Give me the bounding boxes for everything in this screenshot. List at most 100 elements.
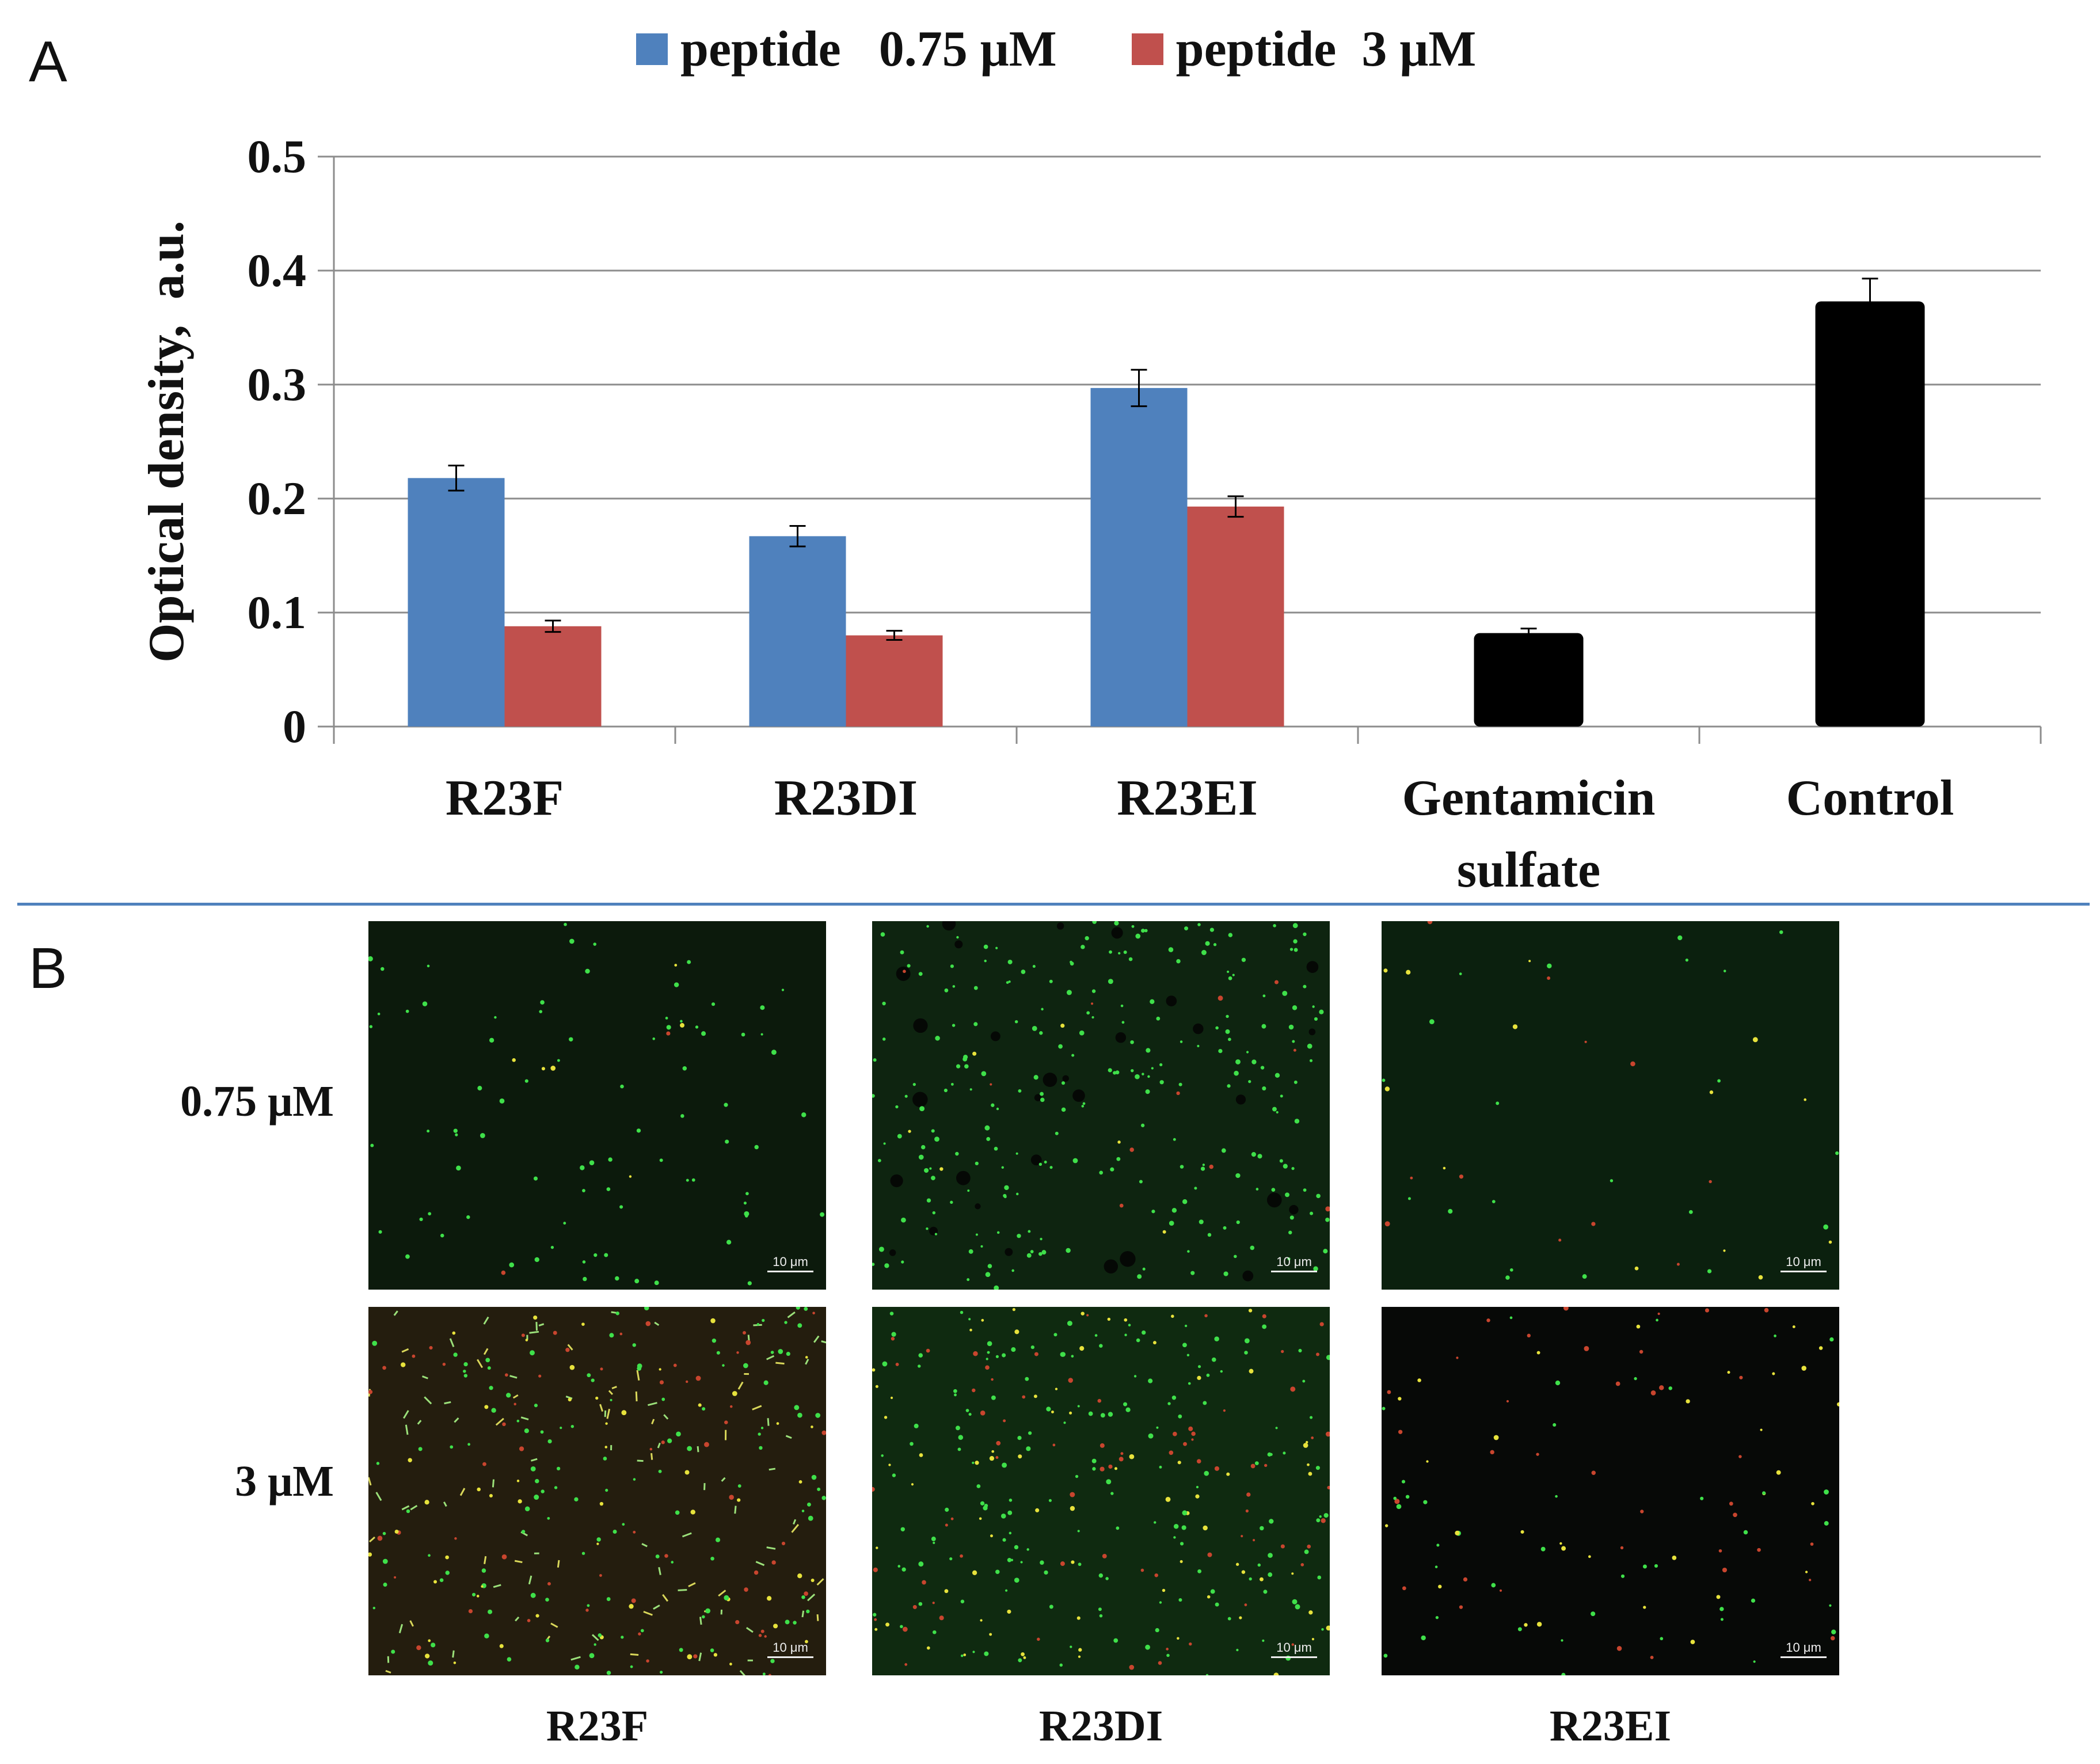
cell-dot — [1194, 1187, 1197, 1190]
col-label-r23di: R23DI — [1038, 1702, 1163, 1750]
cell-dot — [372, 1340, 378, 1346]
cell-dot — [1002, 1353, 1006, 1358]
cell-dot — [975, 1233, 978, 1236]
cell-dot — [659, 1158, 663, 1162]
cell-dot — [499, 1098, 505, 1104]
cell-streak — [538, 1323, 545, 1327]
cell-streak — [769, 1468, 776, 1471]
cell-dot — [760, 1629, 764, 1633]
cell-dot — [1150, 999, 1155, 1004]
cell-dot — [419, 1217, 423, 1222]
cell-dot — [1118, 952, 1121, 955]
cell-dot — [1300, 1563, 1304, 1567]
cell-dot — [1017, 1435, 1022, 1440]
dark-cell — [1308, 1028, 1316, 1036]
cell-dot — [1034, 1352, 1038, 1356]
cell-dot — [606, 1671, 611, 1675]
cell-dot — [1209, 927, 1215, 932]
cell-dot — [1176, 1091, 1180, 1096]
cell-streak — [721, 1477, 726, 1482]
cell-dot — [874, 1618, 877, 1621]
cell-dot — [686, 1178, 689, 1182]
cell-dot — [442, 1362, 446, 1366]
cell-dot — [1272, 1107, 1277, 1112]
cell-dot — [394, 1529, 399, 1534]
cell-dot — [922, 1580, 926, 1585]
cell-dot — [1287, 1257, 1291, 1261]
cell-dot — [1426, 1460, 1429, 1463]
cell-dot — [1309, 1416, 1313, 1419]
micrograph-image — [872, 1307, 1330, 1675]
cell-dot — [743, 1202, 747, 1205]
dark-cell — [975, 1203, 981, 1210]
cell-dot — [1436, 1544, 1440, 1547]
cell-streak — [718, 1590, 726, 1597]
cell-dot — [1383, 968, 1388, 973]
cell-dot — [985, 1272, 991, 1278]
cell-dot — [606, 1187, 611, 1191]
cell-dot — [1156, 1426, 1159, 1429]
cell-dot — [1307, 1463, 1310, 1466]
cell-dot — [1244, 1338, 1250, 1344]
cell-dot — [1325, 1217, 1330, 1222]
y-tick-label: 0.5 — [248, 130, 307, 183]
cell-dot — [1303, 932, 1307, 936]
cell-dot — [996, 1440, 1001, 1446]
cell-dot — [1119, 1203, 1124, 1208]
cell-dot — [638, 1632, 641, 1636]
cell-dot — [950, 1200, 953, 1204]
bar — [1090, 387, 1188, 727]
cell-dot — [729, 1405, 733, 1408]
dark-cell — [1034, 1094, 1042, 1101]
cell-dot — [935, 1036, 940, 1041]
cell-dot — [535, 1478, 539, 1484]
micrograph-image — [1382, 921, 1839, 1290]
dark-cell — [1030, 1154, 1042, 1166]
cell-dot — [1094, 1334, 1098, 1337]
cell-dot — [1274, 980, 1279, 984]
cell-dot — [1211, 1357, 1216, 1362]
cell-dot — [1311, 1638, 1315, 1641]
dark-cell — [1104, 1259, 1119, 1273]
cell-dot — [1248, 1309, 1253, 1313]
cell-dot — [606, 1597, 611, 1601]
cell-dot — [736, 1351, 739, 1354]
cell-dot — [504, 1373, 508, 1377]
cell-dot — [880, 932, 885, 937]
cell-dot — [1173, 1536, 1176, 1539]
cell-dot — [763, 1380, 769, 1385]
cell-dot — [1159, 1465, 1162, 1469]
cell-dot — [1117, 1140, 1121, 1144]
cell-dot — [1081, 1311, 1085, 1316]
cell-dot — [1135, 1074, 1140, 1079]
cell-dot — [963, 1056, 968, 1062]
cell-dot — [737, 1498, 741, 1502]
cell-dot — [760, 1005, 765, 1010]
cell-dot — [934, 1136, 939, 1142]
cell-dot — [1169, 1221, 1174, 1226]
cell-dot — [582, 1260, 586, 1264]
cell-dot — [1303, 1188, 1307, 1192]
cell-dot — [1060, 1024, 1065, 1028]
cell-dot — [1294, 1080, 1298, 1084]
cell-dot — [1152, 1341, 1156, 1345]
cell-dot — [939, 1615, 944, 1621]
cell-dot — [530, 1350, 535, 1356]
cell-dot — [466, 1215, 470, 1219]
cell-dot — [1129, 1147, 1134, 1152]
cell-dot — [1202, 1164, 1205, 1166]
cell-streak — [512, 1394, 519, 1399]
cell-dot — [1026, 1446, 1031, 1451]
cell-dot — [1092, 1467, 1096, 1471]
cell-dot — [574, 1497, 579, 1501]
cell-dot — [981, 1071, 987, 1077]
cell-dot — [565, 1348, 570, 1352]
cell-dot — [1325, 1431, 1330, 1437]
cell-dot — [1273, 924, 1276, 927]
row-label-3: 3 μM — [235, 1457, 334, 1506]
cell-dot — [1236, 1220, 1240, 1225]
cell-dot — [1317, 1575, 1322, 1580]
scale-line — [1781, 1656, 1827, 1658]
cell-dot — [463, 1374, 468, 1378]
cell-dot — [489, 1493, 493, 1498]
